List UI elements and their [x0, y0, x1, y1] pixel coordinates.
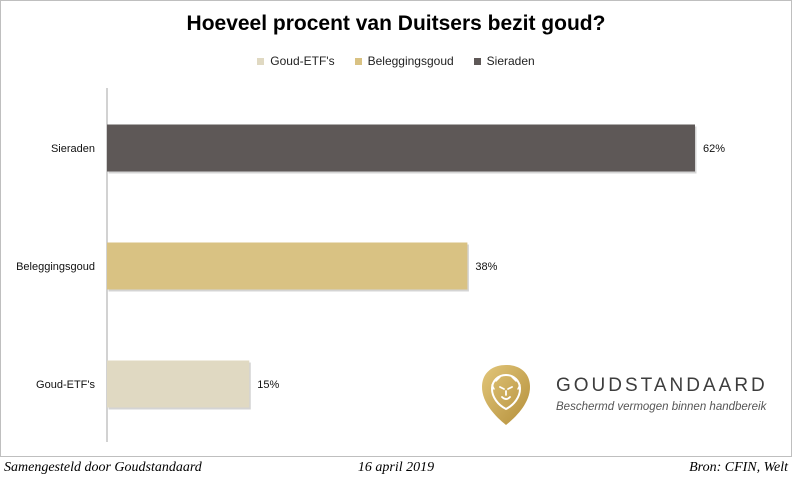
legend-label: Beleggingsgoud: [367, 54, 454, 68]
legend-label: Goud-ETF's: [270, 54, 335, 68]
lion-shield-icon: [482, 365, 530, 425]
data-label: 38%: [475, 261, 497, 273]
chart-plot: Sieraden 62% Beleggingsgoud 38% Goud-ETF's 15…: [16, 88, 725, 442]
legend-swatch: [257, 57, 265, 65]
category-label: Sieraden: [51, 143, 95, 155]
brand-name: GOUDSTANDAARD: [556, 375, 768, 396]
data-label: 15%: [257, 379, 279, 391]
category-label: Goud-ETF's: [36, 379, 95, 391]
legend-item: Sieraden: [473, 54, 535, 68]
chart-title: Hoeveel procent van Duitsers bezit goud?: [186, 12, 606, 35]
bar-goudetfs: [107, 360, 250, 408]
bar-sieraden: [107, 124, 695, 172]
data-label: 62%: [703, 143, 725, 155]
legend-item: Beleggingsgoud: [354, 54, 454, 68]
brand-block: GOUDSTANDAARD Beschermd vermogen binnen …: [556, 375, 768, 413]
chart-legend: Goud-ETF's Beleggingsgoud Sieraden: [0, 54, 792, 68]
legend-swatch: [354, 57, 362, 65]
footer-source: Bron: CFIN, Welt: [689, 460, 788, 475]
brand-tagline: Beschermd vermogen binnen handbereik: [556, 401, 767, 413]
footer: Samengesteld door Goudstandaard 16 april…: [0, 458, 792, 480]
bar-beleggingsgoud: [107, 242, 468, 290]
legend-label: Sieraden: [486, 54, 535, 68]
legend-item: Goud-ETF's: [257, 54, 335, 68]
legend-swatch: [473, 57, 481, 65]
category-label: Beleggingsgoud: [16, 261, 95, 273]
footer-date: 16 april 2019: [357, 460, 435, 475]
footer-credit: Samengesteld door Goudstandaard: [4, 460, 202, 475]
